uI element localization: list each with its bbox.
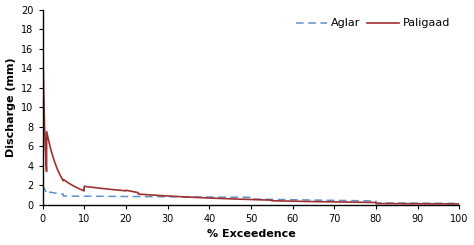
Aglar xyxy=(448,202,454,205)
Aglar xyxy=(87,195,93,198)
Paligaad xyxy=(40,13,46,16)
Aglar xyxy=(456,202,462,205)
Aglar xyxy=(200,196,205,198)
Aglar xyxy=(40,184,46,187)
Line: Paligaad: Paligaad xyxy=(43,14,459,204)
Aglar xyxy=(403,202,409,205)
Paligaad xyxy=(218,197,223,200)
Paligaad xyxy=(87,185,93,188)
X-axis label: % Exceedence: % Exceedence xyxy=(207,230,295,239)
Paligaad xyxy=(456,202,462,205)
Paligaad xyxy=(200,196,205,199)
Paligaad xyxy=(448,202,454,205)
Paligaad xyxy=(112,188,118,191)
Aglar xyxy=(112,195,118,198)
Y-axis label: Discharge (mm): Discharge (mm) xyxy=(6,57,16,157)
Line: Aglar: Aglar xyxy=(43,185,459,203)
Paligaad xyxy=(403,202,409,205)
Aglar xyxy=(218,196,223,199)
Legend: Aglar, Paligaad: Aglar, Paligaad xyxy=(292,15,454,32)
